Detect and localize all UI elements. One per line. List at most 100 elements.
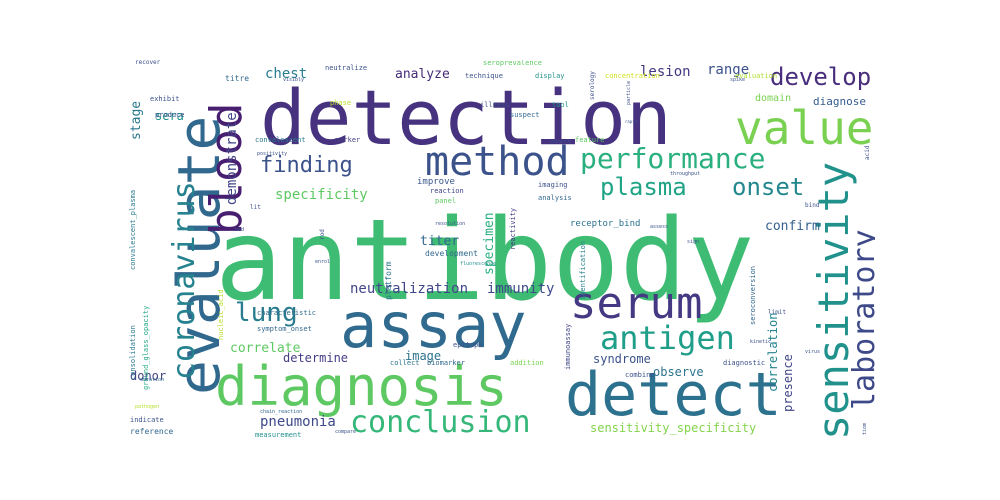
word: chest	[265, 66, 308, 82]
word: lung	[235, 298, 298, 328]
word: lit	[250, 204, 261, 211]
word: positivity	[257, 151, 288, 157]
word: pathogen	[135, 404, 160, 410]
word: sera	[155, 109, 184, 123]
word: assay	[340, 289, 527, 362]
word: combine	[625, 371, 655, 379]
word: demonstrate	[224, 112, 240, 205]
word: receptor_bind	[570, 219, 641, 229]
word: seroprevalence	[483, 60, 543, 67]
word: diagnosis	[215, 355, 508, 418]
word: measurement	[255, 431, 302, 439]
word: duration	[140, 377, 165, 383]
word: indicate	[130, 416, 164, 424]
word: exhibit	[150, 95, 180, 103]
word: improve	[417, 177, 455, 187]
word: rod	[319, 229, 326, 240]
word: lesion	[640, 64, 691, 80]
word: symptom_onset	[257, 325, 312, 333]
word: fluorescence	[460, 261, 497, 267]
word: value	[735, 101, 874, 155]
word: tool	[552, 101, 569, 109]
word: diagnostic	[723, 359, 766, 367]
word: conclusion	[350, 405, 531, 440]
word: performance	[580, 142, 766, 175]
word: specificity	[275, 187, 368, 203]
word: enrol	[315, 259, 331, 265]
word: biomarker	[427, 359, 465, 367]
word: visibly	[283, 77, 305, 83]
word: laboratory	[847, 229, 875, 410]
word: bed	[235, 227, 245, 233]
word: sensitivity_specificity	[590, 421, 757, 435]
word: convalescent	[255, 136, 306, 144]
word: recover	[135, 60, 161, 66]
word: sign	[687, 239, 700, 245]
word: onset	[732, 173, 805, 201]
word: characteristic	[257, 309, 317, 317]
word: epitope	[453, 341, 483, 349]
word: rapid	[625, 119, 638, 124]
word: marker	[335, 136, 361, 144]
word: stage	[129, 100, 144, 140]
word: domain	[755, 93, 792, 104]
word: detection	[260, 73, 672, 162]
word: detect	[565, 360, 782, 430]
word: nucleic_acid	[217, 289, 225, 340]
word: neutralization	[350, 281, 469, 297]
word: technique	[465, 72, 503, 80]
word: throughput	[670, 171, 701, 177]
word: illness	[480, 101, 510, 109]
word: syndrome	[593, 352, 651, 366]
word: identification	[579, 240, 587, 300]
word: analysis	[538, 194, 572, 202]
word: phase	[330, 99, 352, 107]
word: tiom	[862, 422, 868, 435]
word: donor	[130, 369, 167, 383]
word: evaluation	[735, 72, 778, 80]
word: coronavirus	[167, 181, 202, 380]
word: assess	[650, 224, 669, 230]
word: addition	[510, 359, 544, 367]
word: bind	[805, 202, 820, 209]
word: compare	[335, 429, 357, 435]
word: advance	[550, 139, 572, 145]
word: method	[425, 139, 570, 185]
word: correlate	[230, 341, 301, 356]
word: titre	[225, 74, 250, 83]
word: determine	[283, 351, 349, 365]
word: spike	[730, 77, 746, 83]
word: diagnose	[813, 95, 866, 108]
word: panel	[435, 197, 457, 205]
word: suspect	[510, 111, 540, 119]
word: feature	[575, 136, 605, 144]
word: serum	[570, 278, 703, 329]
word: concentration	[605, 72, 660, 80]
word: antigen	[600, 319, 735, 357]
word: acid	[864, 145, 871, 160]
word: particle	[626, 80, 632, 105]
word: presence	[781, 354, 795, 412]
word: titer	[420, 234, 460, 249]
word: correlation	[766, 312, 780, 392]
word: convalescent_plasma	[129, 189, 137, 270]
word: kinetic	[750, 339, 772, 345]
word: seroconversion	[749, 265, 757, 325]
word: chain_reaction	[260, 409, 303, 415]
word: develop	[770, 63, 872, 91]
word: immunoassay	[564, 323, 572, 370]
word: display	[535, 72, 565, 80]
word: analyze	[395, 67, 450, 82]
word: produce	[155, 111, 185, 119]
word: plasma	[600, 173, 687, 201]
word: collect	[390, 359, 420, 367]
word: image	[405, 349, 442, 363]
word: observe	[653, 365, 704, 379]
word: resolution	[435, 221, 466, 227]
word: neutralize	[325, 64, 368, 72]
word: consolidation	[129, 325, 137, 380]
word: pneumonia	[260, 414, 336, 430]
word: antibody	[215, 196, 755, 326]
word: range	[707, 62, 750, 78]
word: virus	[805, 349, 821, 355]
